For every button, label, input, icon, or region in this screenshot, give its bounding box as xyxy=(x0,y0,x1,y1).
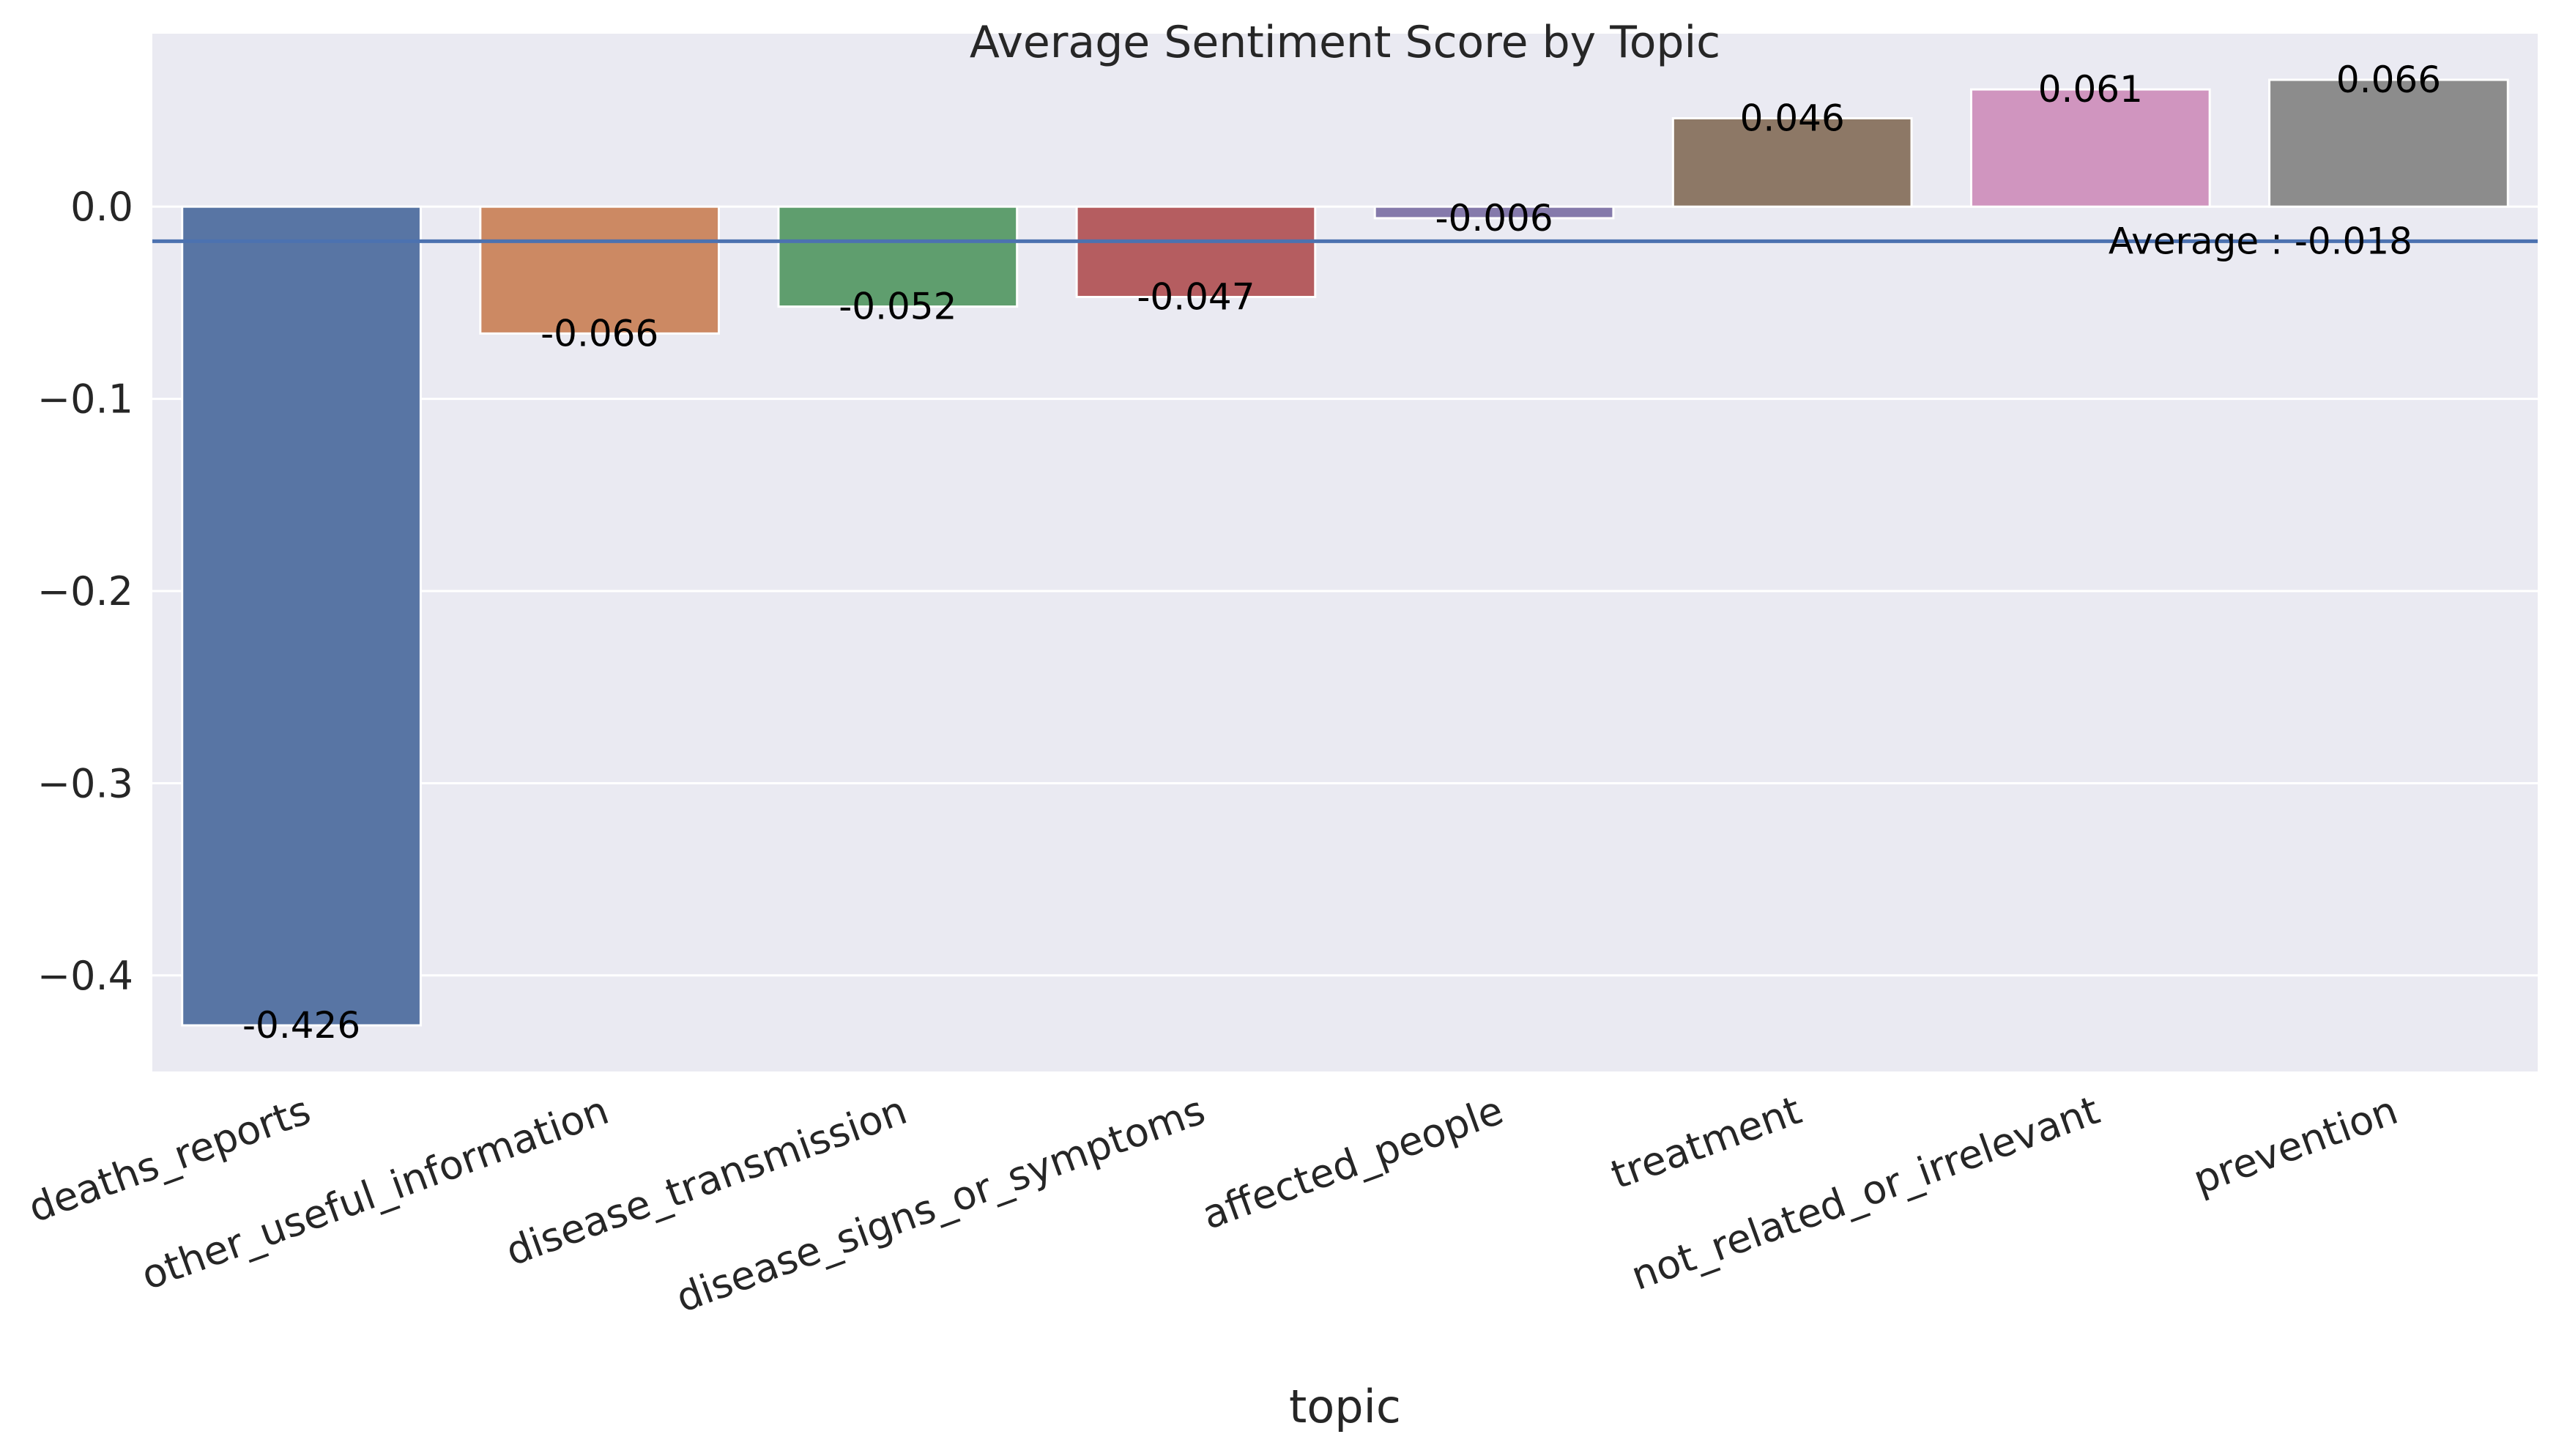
value-label: -0.047 xyxy=(1137,275,1255,318)
bar-treatment xyxy=(1671,116,1913,208)
y-axis-ticks: 0.0 −0.1 −0.2 −0.3 −0.4 xyxy=(37,184,133,999)
bar-other-useful-information xyxy=(479,205,721,335)
average-label: Average : -0.018 xyxy=(2109,220,2412,262)
x-axis-label: topic xyxy=(1289,1380,1401,1433)
x-axis-ticks: deaths_reportsother_useful_informationdi… xyxy=(23,1087,2404,1321)
value-label: -0.426 xyxy=(242,1004,360,1047)
value-labels: -0.426 -0.066 -0.052 -0.047 -0.006 0.046 0.061… xyxy=(242,59,2441,1047)
x-tick-label: other_useful_information xyxy=(135,1087,614,1299)
y-tick-label: −0.3 xyxy=(37,760,133,806)
x-tick-label: treatment xyxy=(1605,1087,1808,1198)
y-tick-label: 0.0 xyxy=(70,184,133,230)
y-tick-label: −0.4 xyxy=(37,953,133,999)
value-label: 0.061 xyxy=(2038,68,2143,111)
bar-affected-people xyxy=(1373,205,1615,220)
x-tick-label: affected_people xyxy=(1196,1087,1509,1238)
value-label: 0.066 xyxy=(2336,59,2441,101)
bar-disease-transmission xyxy=(777,205,1019,308)
value-label: -0.006 xyxy=(1435,197,1553,239)
bar-disease-signs-or-symptoms xyxy=(1075,205,1317,298)
value-label: 0.046 xyxy=(1740,97,1845,139)
bars xyxy=(181,78,2509,1027)
chart-title: Average Sentiment Score by Topic xyxy=(970,17,1720,68)
bar-deaths-reports xyxy=(181,205,422,1027)
x-tick-label: disease_signs_or_symptoms xyxy=(670,1087,1211,1321)
y-tick-label: −0.1 xyxy=(37,376,133,423)
x-tick-label: prevention xyxy=(2188,1087,2404,1203)
y-tick-label: −0.2 xyxy=(37,568,133,614)
value-label: -0.052 xyxy=(839,286,956,328)
bar-not-related-or-irrelevant xyxy=(1969,88,2211,208)
bar-prevention xyxy=(2268,78,2509,208)
x-tick-label: not_related_or_irrelevant xyxy=(1625,1087,2106,1299)
value-label: -0.066 xyxy=(540,312,658,354)
